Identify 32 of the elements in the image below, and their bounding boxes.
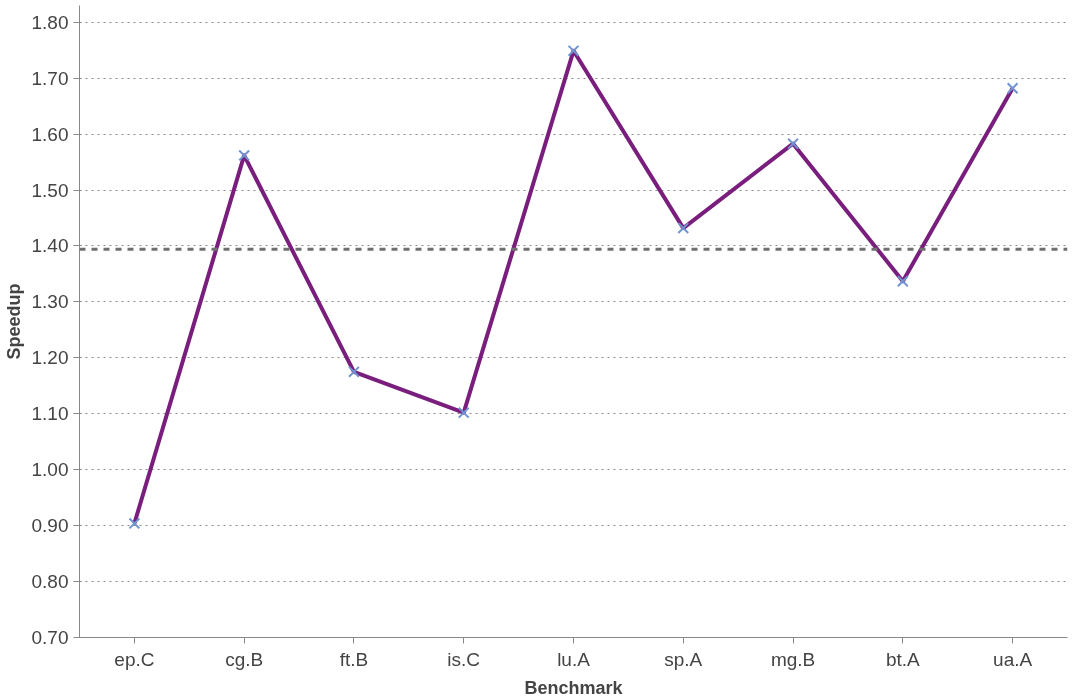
point bbox=[128, 517, 141, 530]
y-tick-label: 0.90 bbox=[31, 515, 69, 537]
x-tick-label: lu.A bbox=[557, 648, 591, 670]
point bbox=[896, 275, 909, 288]
x-tick-label: ft.B bbox=[339, 648, 369, 670]
y-tick-label: 1.70 bbox=[31, 67, 69, 89]
point bbox=[677, 222, 690, 235]
x-axis-title: Benchmark bbox=[524, 677, 624, 698]
x-tick-label: cg.B bbox=[225, 648, 264, 670]
x-tick-label: sp.A bbox=[664, 648, 703, 670]
x-tick-label: mg.B bbox=[770, 648, 816, 670]
y-tick-label: 1.50 bbox=[31, 179, 69, 201]
y-tick-label: 1.60 bbox=[31, 123, 69, 145]
point bbox=[457, 406, 470, 419]
y-tick-label: 1.00 bbox=[31, 459, 69, 481]
y-tick-label: 1.10 bbox=[31, 403, 69, 425]
x-tick-label: ua.A bbox=[993, 648, 1033, 670]
y-tick-label: 1.40 bbox=[31, 235, 69, 257]
y-tick-label: 1.80 bbox=[31, 11, 69, 33]
x-tick-label: is.C bbox=[447, 648, 481, 670]
point bbox=[238, 149, 251, 162]
point bbox=[1006, 82, 1019, 95]
y-tick-label: 0.70 bbox=[31, 627, 69, 648]
y-tick-label: 1.30 bbox=[31, 291, 69, 313]
point bbox=[787, 137, 800, 150]
y-axis-title: Speedup bbox=[3, 283, 24, 360]
x-tick-label: ep.C bbox=[114, 648, 155, 670]
point bbox=[567, 44, 580, 57]
y-tick-label: 1.20 bbox=[31, 347, 69, 369]
point bbox=[347, 365, 360, 378]
y-tick-label: 0.80 bbox=[31, 571, 69, 593]
x-tick-label: bt.A bbox=[885, 648, 921, 670]
